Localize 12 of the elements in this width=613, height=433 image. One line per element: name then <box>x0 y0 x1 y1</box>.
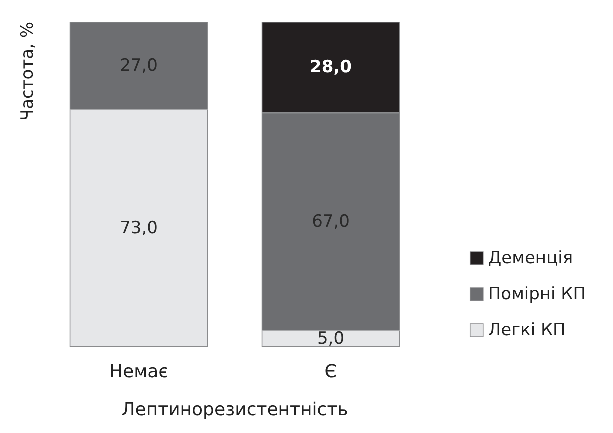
data-label: 67,0 <box>312 212 350 232</box>
legend-label: Помірні КП <box>488 284 586 304</box>
legend-label: Легкі КП <box>488 320 566 340</box>
data-label: 28,0 <box>310 58 352 78</box>
x-tick-label: Є <box>324 362 338 382</box>
y-axis-title: Частота, % <box>18 22 38 122</box>
legend-label: Деменція <box>488 248 574 268</box>
data-label: 27,0 <box>120 56 158 76</box>
x-tick-label: Немає <box>109 362 169 382</box>
x-axis-title: Лептинорезистентність <box>122 400 348 420</box>
data-label: 73,0 <box>120 218 158 238</box>
data-label: 5,0 <box>317 328 345 349</box>
